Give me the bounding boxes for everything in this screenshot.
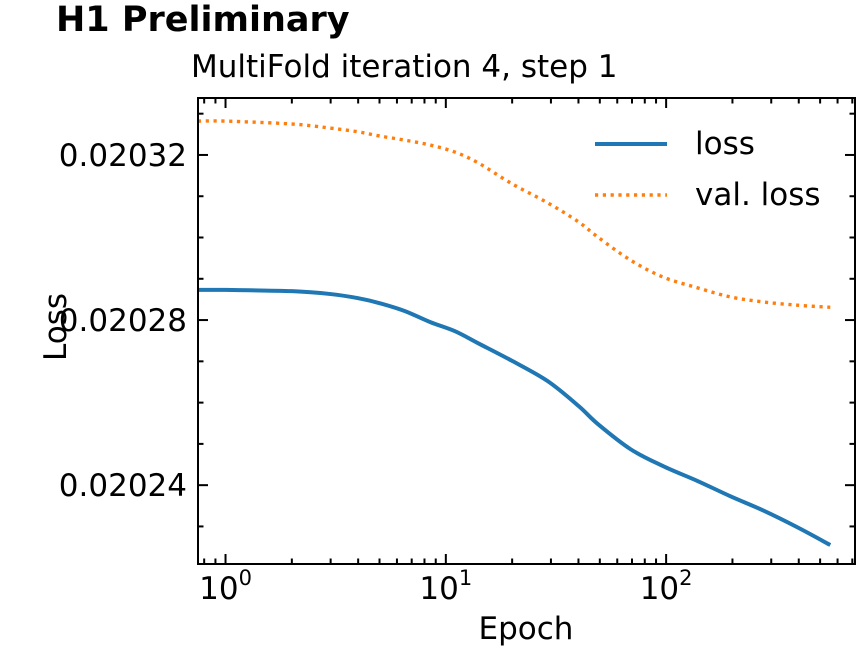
legend-entry-loss: loss (595, 118, 821, 169)
svg-text:102: 102 (640, 566, 693, 607)
legend-line-solid-icon (595, 141, 667, 146)
svg-text:0.02024: 0.02024 (59, 468, 187, 504)
legend-label-loss: loss (695, 125, 755, 162)
chart-title: MultiFold iteration 4, step 1 (191, 49, 618, 85)
svg-text:0.02032: 0.02032 (59, 138, 187, 174)
x-axis-label: Epoch (478, 611, 574, 647)
svg-text:100: 100 (199, 566, 252, 607)
svg-text:0.02028: 0.02028 (59, 303, 187, 339)
legend-line-dotted-icon (595, 192, 667, 197)
legend-label-val-loss: val. loss (695, 176, 821, 213)
legend-entry-val-loss: val. loss (595, 169, 821, 220)
svg-text:101: 101 (419, 566, 472, 607)
legend: loss val. loss (595, 118, 821, 220)
page-title: H1 Preliminary (56, 0, 350, 40)
y-axis-label: Loss (38, 293, 74, 361)
